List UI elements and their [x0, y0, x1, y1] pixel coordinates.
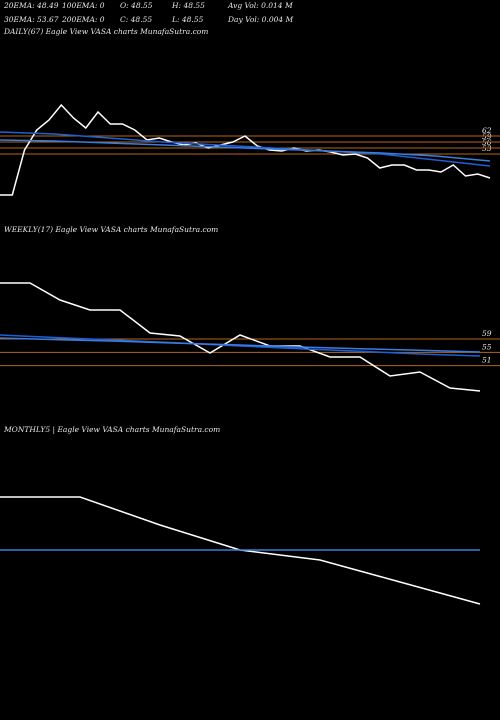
header-stat: 100EMA: 0 — [62, 1, 105, 10]
y-tick-label: 51 — [482, 356, 492, 365]
header-stat: H: 48.55 — [171, 1, 205, 10]
header-stat: Day Vol: 0.004 M — [227, 15, 294, 24]
header-stat: L: 48.55 — [171, 15, 204, 24]
header-stat: O: 48.55 — [120, 1, 153, 10]
panel-title: DAILY(67) Eagle View VASA charts MunafaS… — [3, 27, 208, 36]
price-line — [0, 103, 491, 196]
header-stat: 200EMA: 0 — [61, 15, 105, 24]
header-stat: C: 48.55 — [120, 15, 152, 24]
price-line — [0, 131, 491, 167]
y-tick-label: 59 — [482, 329, 492, 338]
y-tick-label: 55 — [482, 342, 492, 351]
price-line — [0, 334, 481, 357]
header-stat: 30EMA: 53.67 — [4, 15, 59, 24]
panel-title: MONTHLY5 | Eagle View VASA charts Munafa… — [3, 425, 220, 434]
header-stat: Avg Vol: 0.014 M — [227, 1, 293, 10]
price-line — [0, 139, 491, 162]
price-line — [0, 337, 481, 353]
panel-title: WEEKLY(17) Eagle View VASA charts Munafa… — [4, 225, 218, 234]
price-line — [0, 282, 481, 392]
y-tick-label: 62 — [482, 126, 492, 135]
header-stat: 20EMA: 48.49 — [3, 1, 59, 10]
